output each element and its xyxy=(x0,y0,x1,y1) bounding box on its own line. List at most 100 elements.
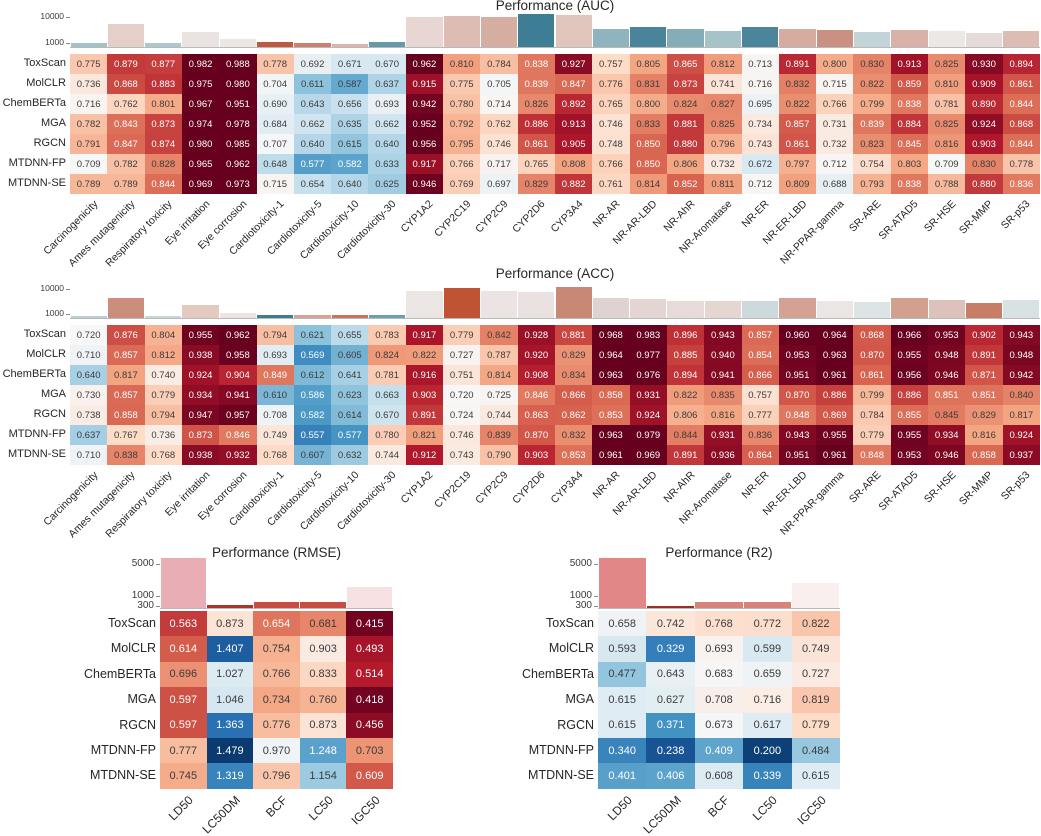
heatmap-cell-r2-MGA-IGC50: 0.819 xyxy=(791,687,840,713)
col-label-auc-NR-PPAR-gamma: NR-PPAR-gamma xyxy=(777,198,847,267)
row-label-rmse-MTDNN-SE: MTDNN-SE xyxy=(90,768,156,783)
heatmap-cell-auc-ToxScan-Carcinogenicity: 0.775 xyxy=(70,54,108,74)
heatmap-cell-r2-MGA-LC50DM: 0.627 xyxy=(646,687,695,713)
col-label-r2-LC50DM: LC50DM xyxy=(640,793,684,836)
heatmap-cell-acc-ChemBERTa-CYP2C19: 0.751 xyxy=(443,365,481,385)
heatmap-cell-acc-ChemBERTa-Cardiotoxicity-30: 0.781 xyxy=(368,365,406,385)
heatmap-cell-auc-MGA-Cardiotoxicity-1: 0.684 xyxy=(256,114,294,134)
acc-size-tick-10000: 10000 xyxy=(40,283,64,294)
tick-mark xyxy=(156,606,160,607)
heatmap-cell-auc-MTDNN-SE-SR-ARE: 0.793 xyxy=(853,174,891,194)
heatmap-cell-auc-MGA-NR-ER-LBD: 0.857 xyxy=(778,114,817,134)
heatmap-cell-rmse-RGCN-LC50: 0.873 xyxy=(299,712,347,738)
heatmap-cell-acc-MTDNN-SE-NR-ER-LBD: 0.951 xyxy=(778,445,817,465)
heatmap-cell-acc-ChemBERTa-CYP2C9: 0.814 xyxy=(480,365,518,385)
heatmap-cell-auc-MTDNN-SE-NR-AR: 0.761 xyxy=(592,174,630,194)
heatmap-cell-auc-MTDNN-SE-NR-AR-LBD: 0.814 xyxy=(629,174,667,194)
acc-size-bar-NR-PPAR-gamma xyxy=(816,300,853,318)
heatmap-cell-acc-ChemBERTa-NR-ER: 0.866 xyxy=(741,365,779,385)
auc-size-bar-CYP2D6 xyxy=(518,14,555,47)
heatmap-cell-r2-RGCN-LD50: 0.615 xyxy=(598,712,647,738)
r2-size-bar-LC50DM xyxy=(646,605,695,608)
heatmap-cell-r2-MTDNN-FP-IGC50: 0.484 xyxy=(791,738,840,764)
row-label-r2-MTDNN-FP: MTDNN-FP xyxy=(528,742,594,757)
heatmap-cell-acc-MolCLR-SR-MMP: 0.891 xyxy=(965,345,1003,365)
row-label-acc-RGCN: RGCN xyxy=(33,408,66,421)
heatmap-cell-acc-MTDNN-FP-Respiratory toxicity: 0.736 xyxy=(144,425,182,445)
heatmap-cell-r2-ToxScan-LC50DM: 0.742 xyxy=(646,611,695,637)
col-label-auc-SR-ARE: SR-ARE xyxy=(847,198,884,235)
row-label-auc-MTDNN-SE: MTDNN-SE xyxy=(7,177,66,190)
heatmap-cell-auc-ToxScan-Ames mutagenicity: 0.879 xyxy=(107,54,145,74)
heatmap-cell-acc-MolCLR-SR-ARE: 0.870 xyxy=(853,345,891,365)
row-label-rmse-ToxScan: ToxScan xyxy=(108,615,156,630)
heatmap-cell-acc-MTDNN-FP-CYP1A2: 0.821 xyxy=(405,425,444,445)
heatmap-cell-r2-MTDNN-FP-BCF: 0.409 xyxy=(694,738,744,764)
heatmap-cell-acc-ToxScan-NR-PPAR-gamma: 0.964 xyxy=(816,325,854,345)
heatmap-cell-auc-RGCN-Cardiotoxicity-10: 0.615 xyxy=(331,134,369,154)
auc-dataset-size-bar-chart xyxy=(70,10,1040,48)
heatmap-cell-auc-MTDNN-FP-Cardiotoxicity-10: 0.582 xyxy=(331,154,369,174)
col-label-acc-Respiratory toxicity: Respiratory toxicity xyxy=(103,469,175,541)
heatmap-cell-auc-RGCN-SR-MMP: 0.903 xyxy=(965,134,1003,154)
r2-size-bar-LC50 xyxy=(743,602,792,608)
heatmap-cell-acc-MolCLR-NR-Aromatase: 0.940 xyxy=(704,345,742,365)
row-label-rmse-MTDNN-FP: MTDNN-FP xyxy=(90,742,156,757)
acc-size-bar-Eye irritation xyxy=(182,305,219,318)
heatmap-cell-acc-MolCLR-NR-PPAR-gamma: 0.963 xyxy=(816,345,854,365)
heatmap-cell-auc-ChemBERTa-NR-AR-LBD: 0.800 xyxy=(629,94,667,114)
heatmap-cell-auc-RGCN-CYP2D6: 0.861 xyxy=(517,134,555,154)
col-label-acc-CYP2C9: CYP2C9 xyxy=(473,469,511,507)
heatmap-cell-auc-MolCLR-Cardiotoxicity-5: 0.611 xyxy=(293,74,332,94)
heatmap-cell-rmse-MTDNN-SE-IGC50: 0.609 xyxy=(346,763,393,789)
heatmap-cell-auc-ChemBERTa-CYP2C9: 0.714 xyxy=(480,94,518,114)
heatmap-cell-auc-ToxScan-SR-ATAD5: 0.913 xyxy=(890,54,929,74)
heatmap-cell-auc-MTDNN-SE-SR-MMP: 0.880 xyxy=(965,174,1003,194)
heatmap-cell-r2-MTDNN-FP-LC50: 0.200 xyxy=(743,738,792,764)
heatmap-cell-acc-ToxScan-NR-Aromatase: 0.943 xyxy=(704,325,742,345)
heatmap-cell-rmse-ChemBERTa-IGC50: 0.514 xyxy=(346,661,393,688)
heatmap-cell-acc-MolCLR-Cardiotoxicity-1: 0.693 xyxy=(256,345,294,365)
acc-size-bar-SR-p53 xyxy=(1003,300,1040,318)
heatmap-cell-auc-RGCN-NR-PPAR-gamma: 0.732 xyxy=(816,134,854,154)
auc-size-bar-NR-ER-LBD xyxy=(779,28,816,47)
heatmap-cell-auc-RGCN-SR-ARE: 0.823 xyxy=(853,134,891,154)
r2-size-bar-BCF xyxy=(695,602,743,608)
auc-heatmap: 0.775 0.879 0.877 0.982 0.988 0.778 0.692 0.671… xyxy=(70,54,1040,194)
heatmap-cell-r2-MolCLR-IGC50: 0.749 xyxy=(791,636,840,662)
heatmap-cell-acc-MTDNN-FP-SR-HSE: 0.934 xyxy=(928,425,966,445)
heatmap-cell-rmse-MGA-LD50: 0.597 xyxy=(160,687,207,713)
heatmap-cell-auc-MTDNN-SE-SR-HSE: 0.788 xyxy=(928,174,966,194)
heatmap-cell-auc-MGA-Ames mutagenicity: 0.843 xyxy=(107,114,145,134)
heatmap-cell-auc-MolCLR-Cardiotoxicity-1: 0.704 xyxy=(256,74,294,94)
auc-size-bar-Respiratory toxicity xyxy=(145,42,182,47)
heatmap-cell-acc-MTDNN-SE-Cardiotoxicity-5: 0.607 xyxy=(293,445,332,465)
tick-mark xyxy=(156,596,160,597)
heatmap-cell-auc-MTDNN-SE-NR-PPAR-gamma: 0.688 xyxy=(816,174,854,194)
heatmap-cell-acc-MGA-SR-ATAD5: 0.886 xyxy=(890,385,929,405)
heatmap-cell-auc-ToxScan-CYP3A4: 0.927 xyxy=(555,54,593,74)
heatmap-cell-auc-MGA-CYP2C19: 0.792 xyxy=(443,114,481,134)
heatmap-cell-auc-MGA-CYP2C9: 0.762 xyxy=(480,114,518,134)
heatmap-cell-acc-ToxScan-Cardiotoxicity-5: 0.621 xyxy=(293,325,332,345)
col-label-auc-Ames mutagenicity: Ames mutagenicity xyxy=(66,198,138,270)
heatmap-cell-auc-MGA-SR-MMP: 0.924 xyxy=(965,114,1003,134)
heatmap-cell-auc-MolCLR-NR-ER: 0.716 xyxy=(741,74,779,94)
heatmap-cell-r2-RGCN-BCF: 0.673 xyxy=(694,712,744,738)
acc-size-bar-NR-AR xyxy=(592,298,630,318)
heatmap-cell-auc-MTDNN-SE-Cardiotoxicity-10: 0.640 xyxy=(331,174,369,194)
heatmap-cell-auc-MTDNN-FP-CYP2C19: 0.766 xyxy=(443,154,481,174)
heatmap-cell-auc-ChemBERTa-NR-AR: 0.765 xyxy=(592,94,630,114)
auc-size-bar-CYP1A2 xyxy=(406,17,443,47)
heatmap-cell-acc-MTDNN-FP-NR-AR-LBD: 0.979 xyxy=(629,425,667,445)
heatmap-cell-acc-MGA-NR-AhR: 0.822 xyxy=(666,385,705,405)
heatmap-cell-auc-MolCLR-Ames mutagenicity: 0.868 xyxy=(107,74,145,94)
heatmap-cell-auc-ToxScan-SR-ARE: 0.830 xyxy=(853,54,891,74)
heatmap-cell-auc-MTDNN-FP-Eye irritation: 0.965 xyxy=(181,154,220,174)
col-label-auc-SR-p53: SR-p53 xyxy=(999,198,1033,232)
col-label-auc-SR-ATAD5: SR-ATAD5 xyxy=(876,198,921,243)
heatmap-cell-acc-ToxScan-Ames mutagenicity: 0.876 xyxy=(107,325,145,345)
heatmap-cell-acc-ChemBERTa-SR-ARE: 0.861 xyxy=(853,365,891,385)
heatmap-cell-auc-MTDNN-FP-Cardiotoxicity-1: 0.648 xyxy=(256,154,294,174)
heatmap-cell-auc-MolCLR-Cardiotoxicity-30: 0.637 xyxy=(368,74,406,94)
